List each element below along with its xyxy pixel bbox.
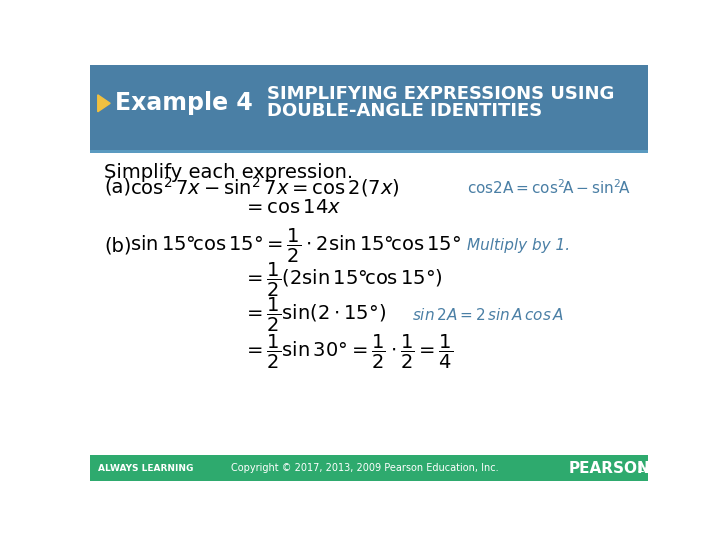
Polygon shape — [98, 95, 110, 112]
Text: 14: 14 — [637, 462, 653, 475]
Text: Example 4: Example 4 — [114, 91, 253, 116]
Text: $= \dfrac{1}{2}(2\sin 15°\!\cos 15°)$: $= \dfrac{1}{2}(2\sin 15°\!\cos 15°)$ — [243, 261, 443, 300]
Text: $\sin 15°\!\cos 15° = \dfrac{1}{2} \cdot 2\sin 15°\!\cos 15°$: $\sin 15°\!\cos 15° = \dfrac{1}{2} \cdot… — [130, 227, 462, 265]
Text: Simplify each expression.: Simplify each expression. — [104, 163, 353, 181]
Text: $= \dfrac{1}{2}\sin 30° = \dfrac{1}{2} \cdot \dfrac{1}{2} = \dfrac{1}{4}$: $= \dfrac{1}{2}\sin 30° = \dfrac{1}{2} \… — [243, 333, 453, 371]
Text: Copyright © 2017, 2013, 2009 Pearson Education, Inc.: Copyright © 2017, 2013, 2009 Pearson Edu… — [231, 463, 499, 473]
FancyBboxPatch shape — [90, 150, 648, 153]
Text: (a): (a) — [104, 178, 131, 197]
Text: DOUBLE-ANGLE IDENTITIES: DOUBLE-ANGLE IDENTITIES — [266, 102, 542, 120]
Text: (b): (b) — [104, 237, 132, 255]
Text: Multiply by 1.: Multiply by 1. — [467, 238, 570, 253]
Text: $\cos^2 7x - \sin^2 7x = \cos 2(7x)$: $\cos^2 7x - \sin^2 7x = \cos 2(7x)$ — [130, 176, 400, 199]
FancyBboxPatch shape — [90, 65, 648, 150]
FancyBboxPatch shape — [90, 455, 648, 481]
Text: SIMPLIFYING EXPRESSIONS USING: SIMPLIFYING EXPRESSIONS USING — [266, 85, 614, 103]
Text: PEARSON: PEARSON — [569, 461, 651, 476]
Text: $= \cos 14x$: $= \cos 14x$ — [243, 199, 341, 217]
Text: $= \dfrac{1}{2}\sin(2 \cdot 15°)$: $= \dfrac{1}{2}\sin(2 \cdot 15°)$ — [243, 296, 386, 334]
Text: ALWAYS LEARNING: ALWAYS LEARNING — [98, 464, 193, 473]
Text: $\mathrm{cos2A = cos^2\!A} - \mathrm{sin^2\!A}$: $\mathrm{cos2A = cos^2\!A} - \mathrm{sin… — [467, 178, 631, 197]
Text: $\mathit{sin\,2A} = \mathit{2\,sin\,A\,cos\,A}$: $\mathit{sin\,2A} = \mathit{2\,sin\,A\,c… — [412, 307, 564, 323]
